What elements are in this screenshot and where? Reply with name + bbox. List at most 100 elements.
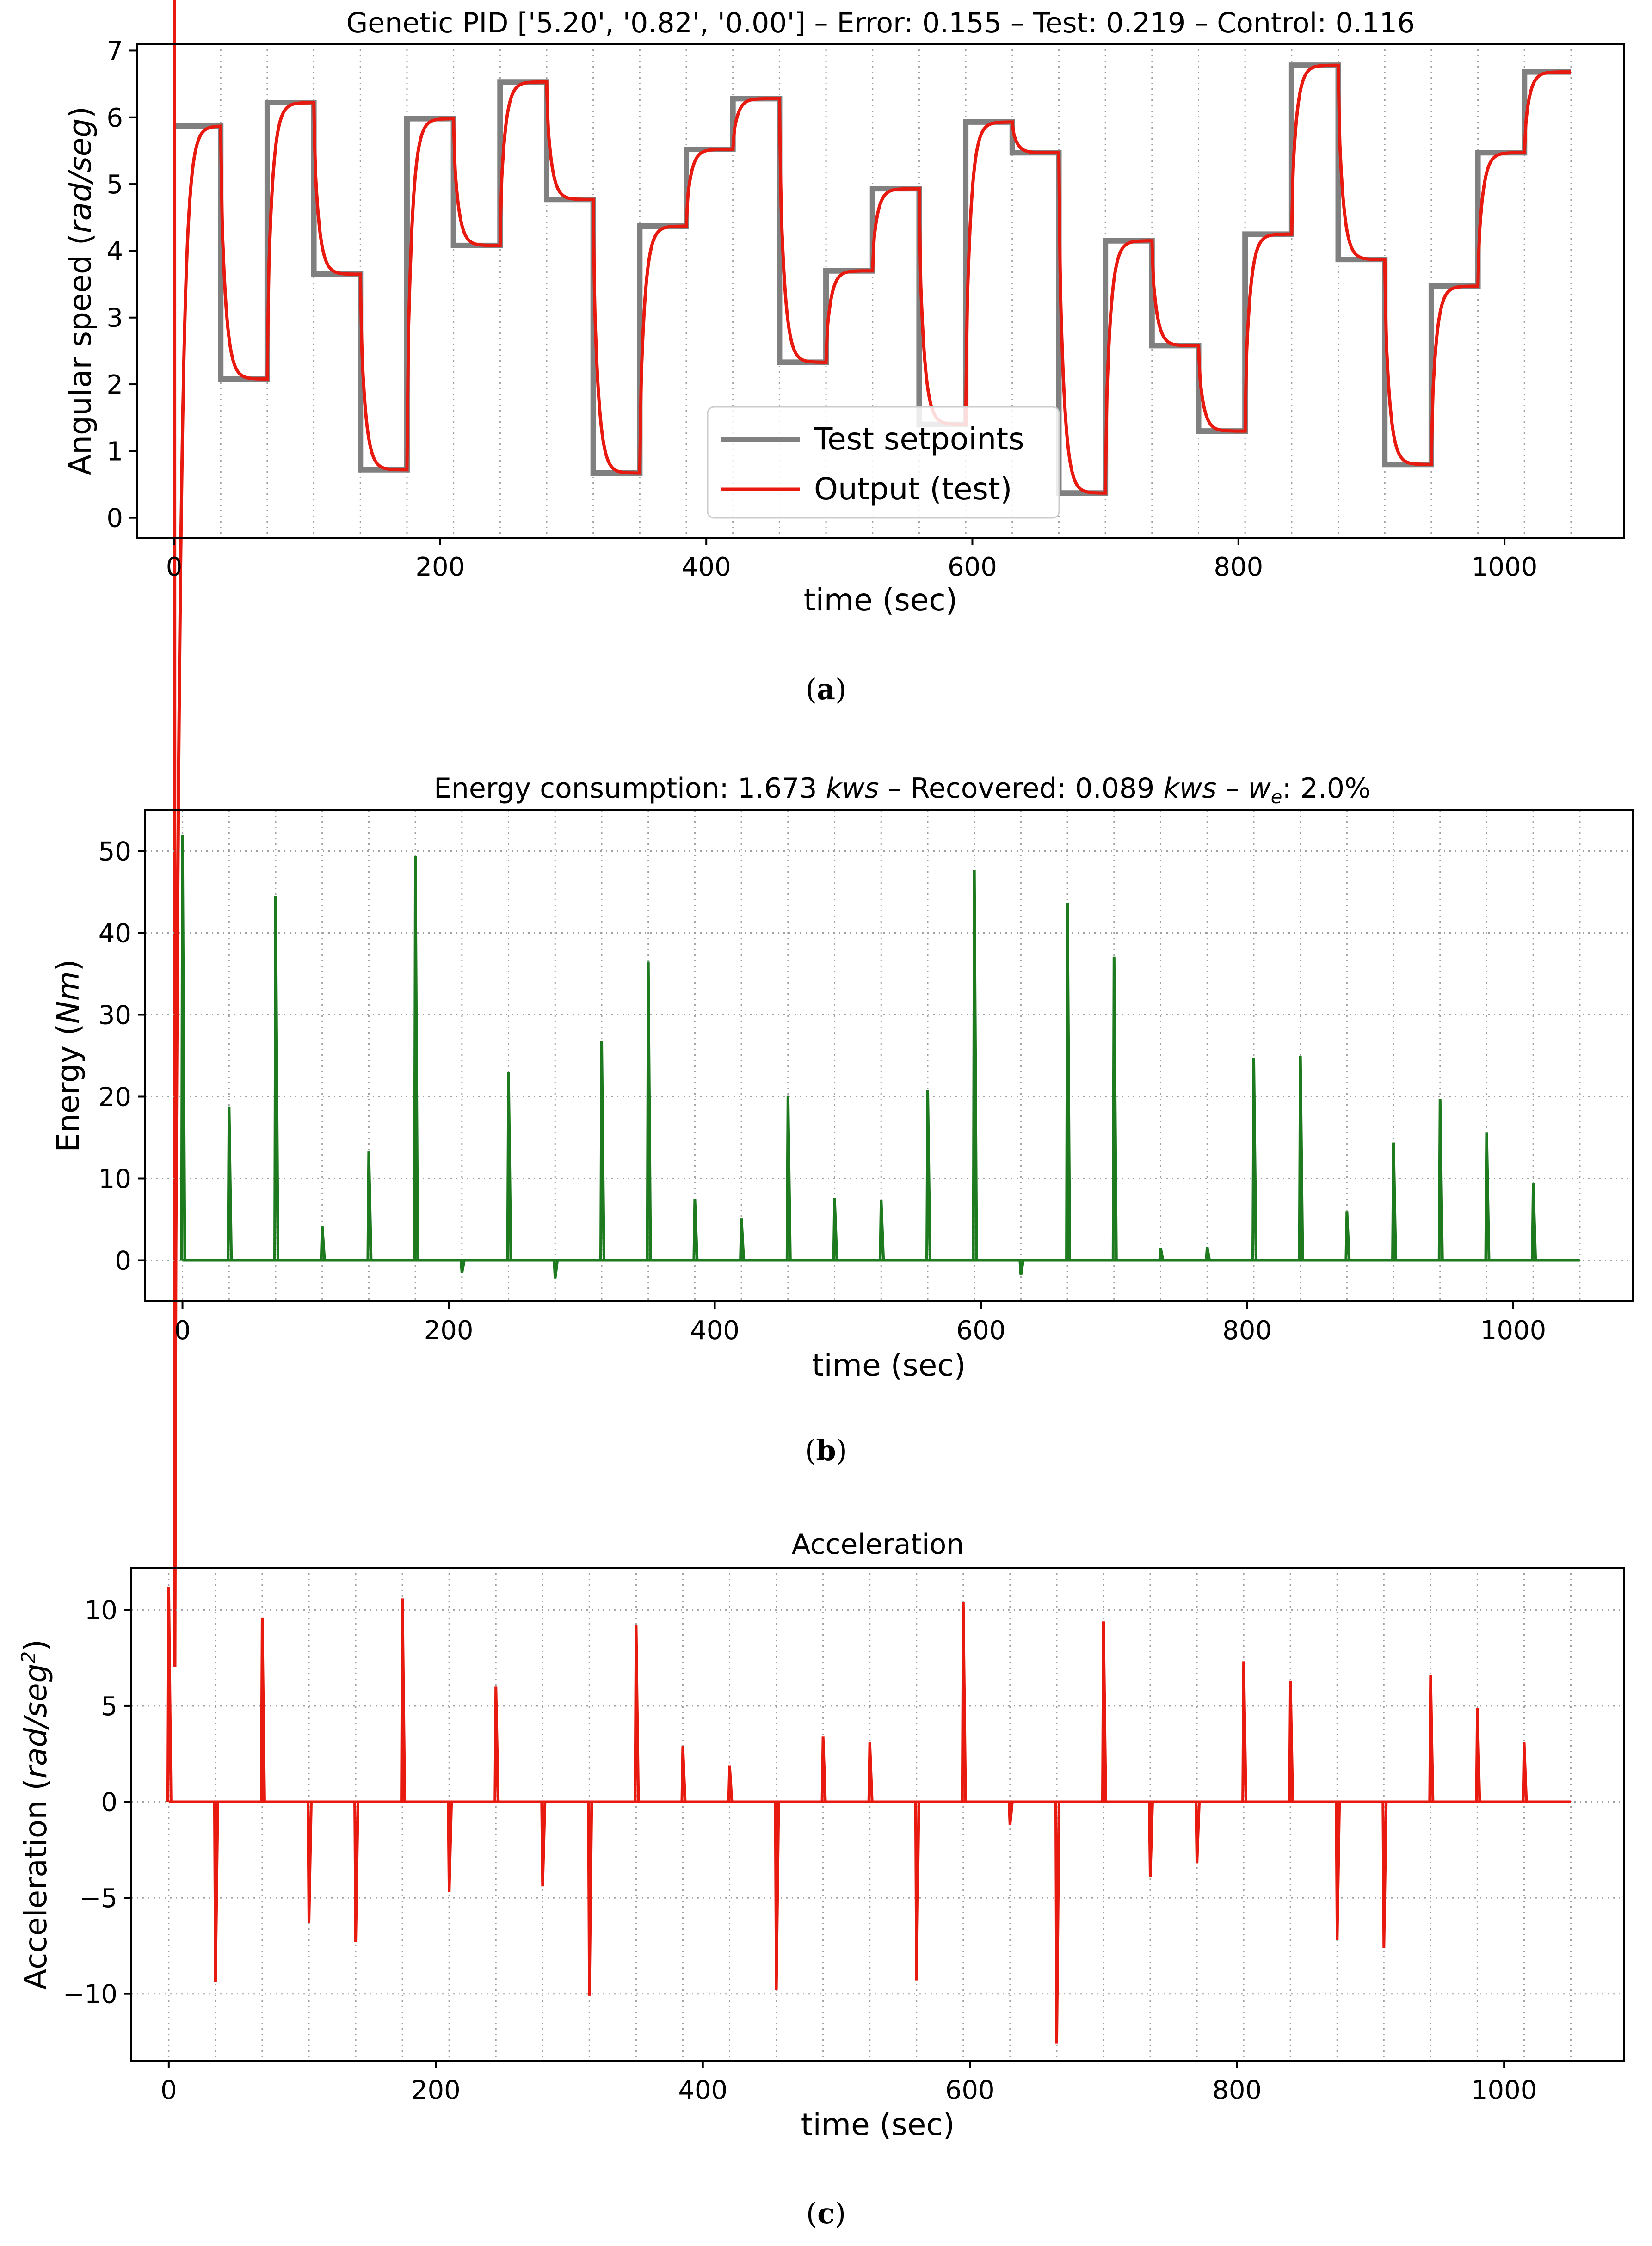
spike <box>506 1072 512 1261</box>
spike <box>774 1802 780 1990</box>
spike <box>587 1802 593 1996</box>
spike <box>879 1200 885 1261</box>
y-tick-label: 3 <box>106 303 123 333</box>
spike <box>413 856 419 1261</box>
x-tick-label: 800 <box>1222 1316 1272 1346</box>
panel-a-y-label: Angular speed (rad/seg) <box>62 106 98 475</box>
y-tick-label: 10 <box>85 1595 117 1625</box>
spike <box>1101 1621 1107 1802</box>
panel-c-y-ticks: −10 −5 0 5 10 <box>63 1595 131 2010</box>
spike <box>925 1090 931 1261</box>
spike <box>353 1802 360 1942</box>
x-tick-label: 200 <box>424 1316 474 1346</box>
spike <box>400 1598 407 1802</box>
spike <box>634 1625 640 1802</box>
panel-c-x-ticks: 0 200 400 600 800 1000 <box>160 2061 1537 2105</box>
y-tick-label: −10 <box>63 1980 117 2010</box>
spike <box>1531 1183 1537 1261</box>
spike <box>599 1041 605 1261</box>
spike <box>1195 1802 1201 1864</box>
x-tick-label: 800 <box>1214 552 1263 582</box>
spike <box>1018 1260 1025 1275</box>
spike <box>1288 1680 1294 1802</box>
panel-b-energy-chart: Energy consumption: 1.673 kws – Recovere… <box>50 772 1634 1383</box>
spike <box>1298 1055 1304 1261</box>
panel-a-y-ticks: 0 1 2 3 4 5 6 7 <box>106 36 137 534</box>
spike <box>227 1106 233 1261</box>
spike <box>366 1151 373 1261</box>
x-tick-label: 600 <box>956 1316 1006 1346</box>
spike <box>493 1686 500 1802</box>
spike <box>832 1198 838 1261</box>
spike <box>1158 1248 1165 1261</box>
spike <box>1335 1802 1341 1940</box>
spike <box>1148 1802 1154 1877</box>
panel-a-x-label: time (sec) <box>804 582 958 618</box>
panel-a-title: Genetic PID ['5.20', '0.82', '0.00'] – E… <box>346 7 1415 39</box>
x-tick-label: 600 <box>945 2075 995 2105</box>
panel-c-series <box>166 1587 1571 2044</box>
x-tick-label: 1000 <box>1472 552 1538 582</box>
x-tick-label: 200 <box>411 2075 461 2105</box>
x-tick-label: 400 <box>690 1316 740 1346</box>
x-tick-label: 400 <box>678 2075 727 2105</box>
spike <box>180 835 186 1261</box>
spike <box>1111 956 1118 1261</box>
spike <box>680 1746 687 1802</box>
spike <box>1437 1099 1444 1261</box>
panel-b-frame <box>144 809 1634 1302</box>
caption-a: (a) <box>806 672 847 706</box>
x-tick-label: 0 <box>160 2075 177 2105</box>
panel-c-title: Acceleration <box>792 1528 964 1561</box>
x-tick-label: 1000 <box>1480 1316 1547 1346</box>
series-output-test <box>173 0 1571 1667</box>
y-tick-label: 2 <box>106 370 123 400</box>
spike <box>727 1765 734 1802</box>
y-tick-label: 5 <box>106 170 123 200</box>
y-tick-label: −5 <box>79 1883 117 1914</box>
spike <box>1054 1802 1060 2044</box>
panel-b-x-ticks: 0 200 400 600 800 1000 <box>174 1301 1547 1346</box>
spike <box>259 1617 266 1802</box>
y-tick-label: 0 <box>106 504 123 534</box>
spike <box>867 1742 874 1802</box>
spike <box>459 1260 466 1273</box>
legend-label-output: Output (test) <box>814 471 1012 507</box>
panel-b-title: Energy consumption: 1.673 kws – Recovere… <box>434 772 1371 808</box>
panel-a-speed-chart: Genetic PID ['5.20', '0.82', '0.00'] – E… <box>62 0 1625 1667</box>
panel-c-acceleration-chart: Acceleration 0 200 400 600 800 1000 −10 −5 0 5 10… <box>17 1528 1625 2142</box>
spike <box>1381 1802 1388 1948</box>
y-tick-label: 1 <box>106 437 123 467</box>
spike <box>553 1260 559 1279</box>
spike <box>1391 1142 1398 1261</box>
y-tick-label: 40 <box>99 919 131 949</box>
panel-b-y-label: Energy (Nm) <box>50 959 86 1152</box>
x-tick-label: 800 <box>1212 2075 1262 2105</box>
spike <box>646 961 652 1261</box>
panel-a-series <box>173 0 1571 1667</box>
caption-c: (c) <box>806 2197 846 2230</box>
panel-b-series <box>180 835 1580 1279</box>
spike <box>1065 902 1072 1261</box>
y-tick-label: 6 <box>106 103 123 133</box>
spike <box>213 1802 219 1982</box>
spike <box>972 870 978 1261</box>
y-tick-label: 0 <box>115 1246 131 1276</box>
panel-c-y-label: Acceleration (rad/seg2) <box>17 1639 54 1990</box>
spike <box>739 1218 746 1261</box>
spike <box>166 1587 173 1802</box>
spike <box>307 1802 313 1923</box>
spike <box>914 1802 920 1981</box>
panel-a-x-ticks: 0 200 400 600 800 1000 <box>166 538 1538 582</box>
y-tick-label: 0 <box>101 1788 117 1818</box>
spike <box>1251 1058 1257 1261</box>
spike <box>447 1802 453 1892</box>
y-tick-label: 30 <box>99 1001 131 1031</box>
spike <box>961 1602 967 1802</box>
y-tick-label: 10 <box>99 1164 131 1194</box>
spike <box>273 896 279 1261</box>
spike <box>1241 1661 1248 1802</box>
spike <box>1522 1742 1528 1802</box>
x-tick-label: 1000 <box>1471 2075 1537 2105</box>
spike <box>1007 1802 1014 1825</box>
